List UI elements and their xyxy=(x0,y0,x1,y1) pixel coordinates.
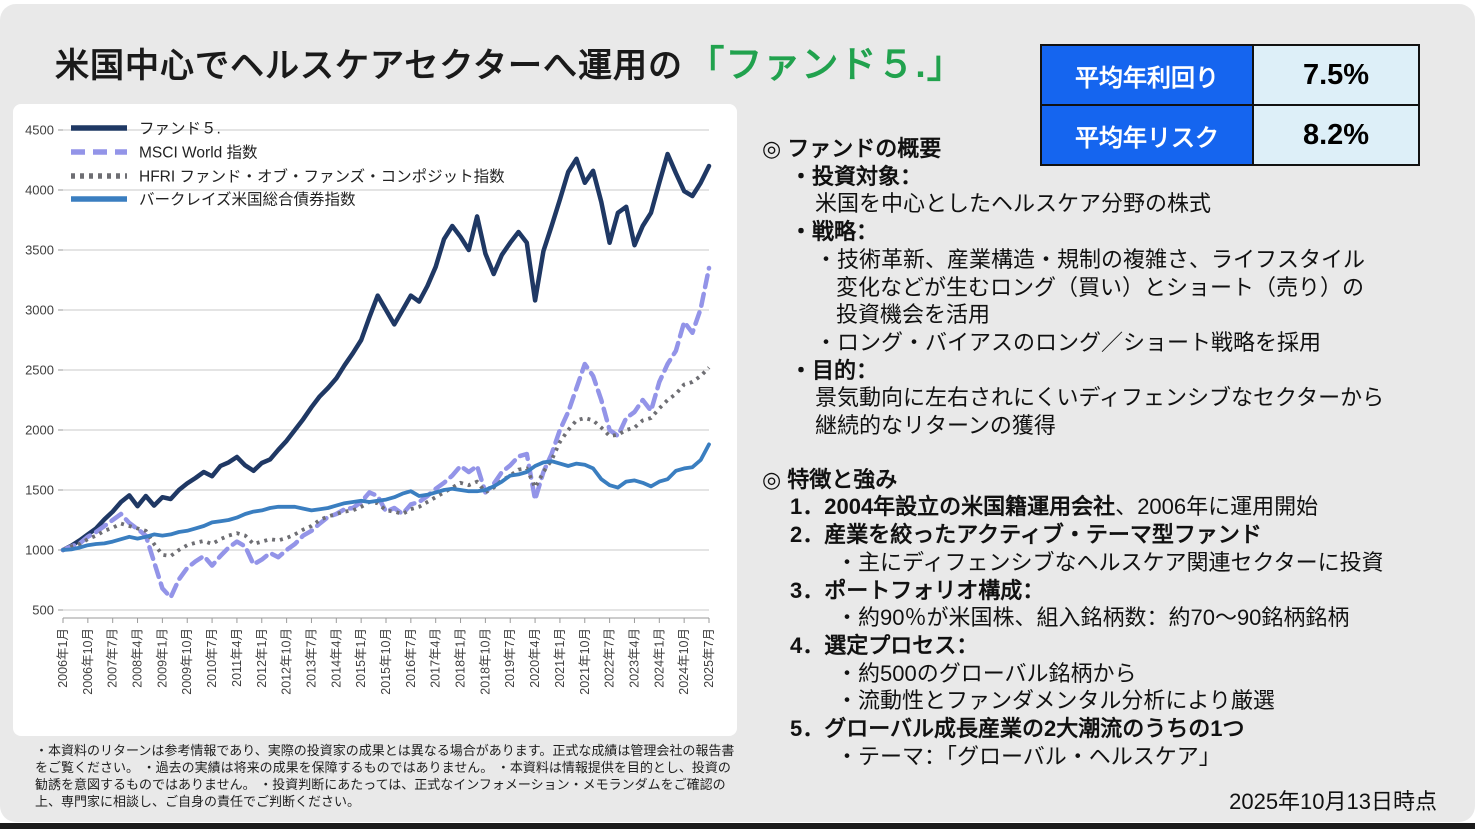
x-axis-tick-label: 2021年1月 xyxy=(553,628,567,688)
legend-item-2: HFRI ファンド・オブ・ファンズ・コンポジット指数 xyxy=(71,167,505,186)
x-axis-tick-label: 2010年7月 xyxy=(205,628,219,688)
text-line: ・約90％が米国株、組入銘柄数：約70～90銘柄銘柄 xyxy=(836,605,1350,631)
x-axis-tick-label: 2006年10月 xyxy=(81,628,95,695)
text-line: 3．ポートフォリオ構成： xyxy=(790,577,1045,603)
table-row: 平均年利回り 7.5% xyxy=(1040,44,1420,106)
text-line: 1．2004年設立の米国籍運用会社、2006年に運用開始 xyxy=(790,494,1319,520)
avg-annual-risk-label: 平均年リスク xyxy=(1040,104,1254,166)
fund-description-column: ◎ ファンドの概要 ・投資対象： 米国を中心としたヘルスケア分野の株式 ・戦略： ・技… xyxy=(762,135,1468,770)
text-line: ・約500のグローバル銘柄から xyxy=(836,660,1137,686)
legend-label: ファンド５. xyxy=(139,121,221,138)
series-line-2 xyxy=(62,366,711,558)
y-axis-tick-label: 2500 xyxy=(25,363,54,378)
legend-item-1: MSCI World 指数 xyxy=(71,144,258,162)
y-axis-tick-label: 1000 xyxy=(25,543,54,558)
text-line: ・戦略： xyxy=(790,219,879,245)
series-line-1 xyxy=(60,265,712,600)
x-axis-tick-label: 2006年1月 xyxy=(56,628,70,688)
x-axis-tick-label: 2012年1月 xyxy=(255,628,269,688)
x-axis-tick-label: 2008年4月 xyxy=(131,628,145,688)
x-axis-tick-label: 2018年10月 xyxy=(478,628,492,695)
text-line: ・技術革新、産業構造・規制の複雑さ、ライフスタイル xyxy=(815,246,1366,272)
legend-item-0: ファンド５. xyxy=(71,121,221,138)
y-axis-tick-label: 4000 xyxy=(25,183,54,198)
y-axis-tick-label: 500 xyxy=(32,603,54,618)
fund-name-highlight: 「ファンド５.」 xyxy=(687,44,965,85)
text-line: ・テーマ：「グローバル・ヘルスケア」 xyxy=(836,743,1221,769)
x-axis-tick-label: 2025年7月 xyxy=(702,628,716,688)
page-title-text: 米国中心でヘルスケアセクターへ運用の xyxy=(55,47,683,85)
page-title: 米国中心でヘルスケアセクターへ運用の 「ファンド５.」 xyxy=(55,34,965,88)
x-axis-tick-label: 2016年7月 xyxy=(404,628,418,688)
text-line: 米国を中心としたヘルスケア分野の株式 xyxy=(815,191,1212,217)
y-axis-tick-label: 3500 xyxy=(25,243,54,258)
text-line: 2．産業を絞ったアクティブ・テーマ型ファンド xyxy=(790,522,1262,548)
x-axis-tick-label: 2011年4月 xyxy=(230,628,244,687)
legend-label: MSCI World 指数 xyxy=(139,144,258,162)
x-axis-tick-label: 2021年10月 xyxy=(578,628,592,695)
legend-item-3: バークレイズ米国総合債券指数 xyxy=(71,191,356,209)
avg-annual-return-label: 平均年利回り xyxy=(1040,44,1254,106)
avg-annual-risk-value: 8.2% xyxy=(1252,104,1420,166)
y-axis-tick-label: 4500 xyxy=(25,123,54,138)
x-axis-tick-label: 2013年7月 xyxy=(304,628,318,688)
text-line: 4．選定プロセス： xyxy=(790,632,979,658)
text-line: 変化などが生むロング（買い）とショート（売り）の xyxy=(836,274,1365,300)
x-axis-tick-label: 2022年7月 xyxy=(603,628,617,688)
x-axis-tick-label: 2023年4月 xyxy=(627,628,641,688)
text-line: 投資機会を活用 xyxy=(836,302,991,328)
performance-chart-panel: 500 1000 1500 2000 2500 3000 3500 4000 4500 2006年… xyxy=(13,104,737,736)
disclaimer-text: ・本資料のリターンは参考情報であり、実際の投資家の成果とは異なる場合があります。… xyxy=(35,743,735,809)
x-axis-tick-label: 2007年7月 xyxy=(106,628,120,688)
y-axis-tick-label: 3000 xyxy=(25,303,54,318)
features-lines: 1．2004年設立の米国籍運用会社、2006年に運用開始 2．産業を絞ったアクティ… xyxy=(762,493,1468,770)
text-line: ・目的： xyxy=(790,357,879,383)
section-spacer xyxy=(762,440,1468,466)
x-axis-tick-label: 2024年10月 xyxy=(677,628,691,695)
text-line: ・主にディフェンシブなヘルスケア関連セクターに投資 xyxy=(836,549,1384,575)
y-axis-tick-label: 2000 xyxy=(25,423,54,438)
x-axis-tick-label: 2012年10月 xyxy=(280,628,294,695)
text-line: ・投資対象： xyxy=(790,163,923,189)
text-line: ・流動性とファンダメンタル分析により厳選 xyxy=(836,688,1275,714)
x-axis-tick-label: 2015年10月 xyxy=(379,628,393,695)
series-line-3 xyxy=(61,442,711,552)
x-axis-tick-label: 2015年1月 xyxy=(354,628,368,688)
as-of-date: 2025年10月13日時点 xyxy=(1229,789,1437,814)
stats-table: 平均年利回り 7.5% 平均年リスク 8.2% xyxy=(1040,44,1420,166)
avg-annual-return-value: 7.5% xyxy=(1252,44,1420,106)
x-axis-tick-label: 2018年1月 xyxy=(454,628,468,688)
text-line: ・ロング・バイアスのロング／ショート戦略を採用 xyxy=(815,329,1322,355)
x-axis-tick-label: 2009年1月 xyxy=(155,628,169,688)
text-line: 5．グローバル成長産業の2大潮流のうちの1つ xyxy=(790,716,1245,742)
y-axis-tick-label: 1500 xyxy=(25,483,54,498)
x-axis-tick-label: 2017年4月 xyxy=(429,628,443,688)
window-bottom-edge xyxy=(0,823,1475,829)
legend-label: バークレイズ米国総合債券指数 xyxy=(139,191,356,209)
overview-heading: ◎ ファンドの概要 xyxy=(762,136,942,161)
x-axis-tick-label: 2020年4月 xyxy=(528,628,542,688)
x-axis-tick-label: 2024年1月 xyxy=(652,628,666,688)
slide-background: 米国中心でヘルスケアセクターへ運用の 「ファンド５.」 平均年利回り 7.5% … xyxy=(0,4,1475,822)
series-line-0 xyxy=(60,151,712,553)
overview-lines: ・投資対象： 米国を中心としたヘルスケア分野の株式 ・戦略： ・技術革新、産業構造・規… xyxy=(762,163,1468,440)
x-axis-tick-label: 2019年7月 xyxy=(503,628,517,688)
features-heading: ◎ 特徴と強み xyxy=(762,466,898,492)
x-axis-tick-label: 2014年4月 xyxy=(329,628,343,688)
x-axis-tick-label: 2009年10月 xyxy=(180,628,194,695)
performance-line-chart: 500 1000 1500 2000 2500 3000 3500 4000 4500 2006年… xyxy=(25,121,716,695)
legend-label: HFRI ファンド・オブ・ファンズ・コンポジット指数 xyxy=(139,167,505,186)
text-line: 継続的なリターンの獲得 xyxy=(815,413,1056,439)
text-line: 景気動向に左右されにくいディフェンシブなセクターから xyxy=(815,385,1385,411)
table-row: 平均年リスク 8.2% xyxy=(1040,104,1420,166)
